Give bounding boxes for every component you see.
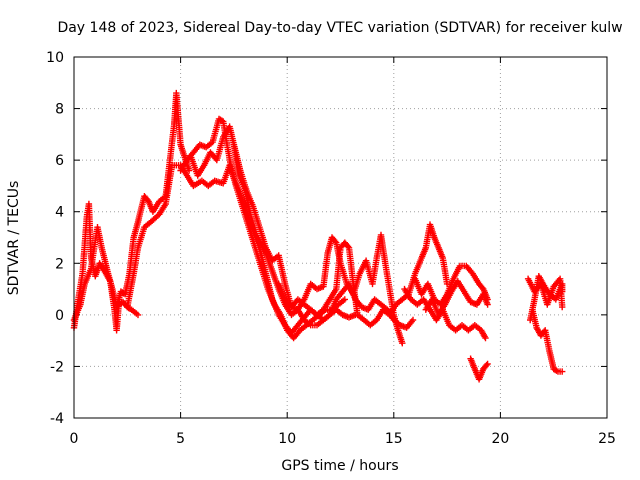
data-marks: [70, 89, 566, 383]
chart-title: Day 148 of 2023, Sidereal Day-to-day VTE…: [57, 20, 622, 36]
data-point: [399, 340, 406, 347]
data-point: [559, 368, 566, 375]
y-tick-label: 4: [55, 205, 64, 221]
data-point: [344, 243, 352, 250]
data-point: [559, 288, 566, 295]
series-track-14: [527, 273, 566, 324]
series-track-7: [275, 221, 451, 329]
data-point: [409, 316, 417, 324]
x-tick-label: 20: [491, 431, 509, 447]
data-point: [134, 311, 142, 319]
y-tick-label: -2: [50, 359, 64, 375]
y-tick-label: 6: [55, 153, 64, 169]
y-axis-label: SDTVAR / TECUs: [6, 181, 22, 296]
x-tick-label: 15: [385, 431, 403, 447]
x-tick-label: 5: [176, 431, 185, 447]
data-point: [332, 238, 339, 245]
plot-frame: [73, 56, 608, 419]
x-tick-label: 25: [598, 431, 616, 447]
data-point: [483, 361, 490, 369]
y-tick-label: 0: [55, 308, 64, 324]
x-axis-label: GPS time / hours: [281, 458, 398, 474]
grid: [74, 57, 607, 418]
y-tick-label: 10: [46, 50, 64, 66]
series-track-4: [177, 115, 348, 342]
data-point: [484, 360, 491, 368]
series-track-13: [529, 306, 566, 375]
data-point: [482, 334, 489, 342]
series-track-11: [467, 355, 491, 383]
series-track-2: [70, 89, 193, 324]
x-tick-label: 10: [278, 431, 296, 447]
axis-ticks: 0 5 10 15 20 25 -4 -2 0 2 4 6 8 10: [46, 50, 616, 447]
y-tick-label: 2: [55, 256, 64, 272]
y-tick-label: -4: [50, 411, 64, 427]
x-tick-label: 0: [70, 431, 79, 447]
data-point: [484, 301, 491, 308]
data-point: [341, 296, 348, 303]
series-track-10: [422, 278, 491, 319]
series-track-6: [230, 141, 406, 347]
data-point: [559, 303, 566, 311]
y-tick-label: 8: [55, 102, 64, 118]
